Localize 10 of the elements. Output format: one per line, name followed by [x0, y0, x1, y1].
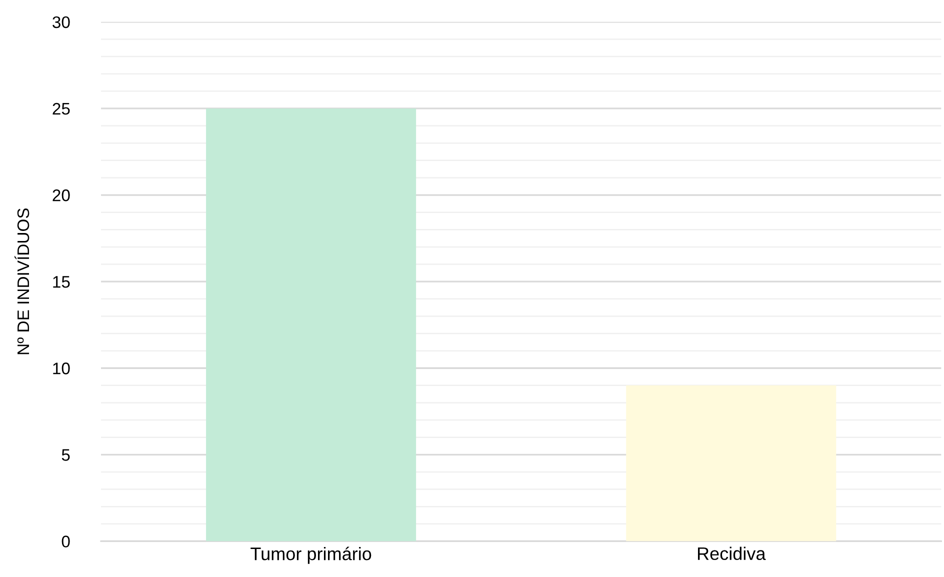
- y-tick-label: 20: [52, 189, 70, 202]
- y-tick-label: 10: [53, 362, 70, 374]
- y-axis-title: Nº DE INDIVÍDUOS: [14, 208, 30, 354]
- y-tick-label: 15: [53, 276, 70, 288]
- x-tick-label: Recidiva: [698, 546, 766, 560]
- y-tick-label: 30: [52, 16, 70, 28]
- y-tick-label: 25: [52, 102, 70, 115]
- x-tick-label: Tumor primário: [250, 546, 372, 564]
- y-tick-label: 5: [62, 449, 70, 461]
- y-tick-label: 0: [62, 536, 70, 548]
